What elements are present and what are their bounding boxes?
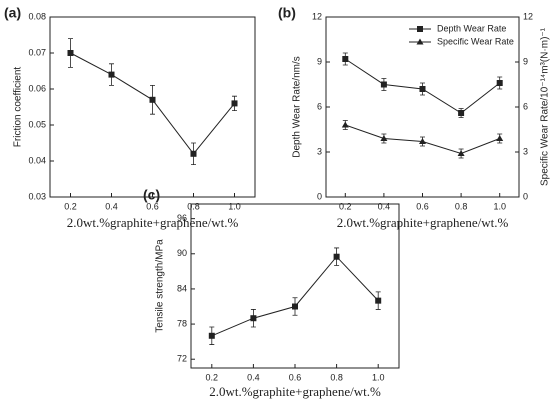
marker [190,150,197,157]
y2-tick-label: 12 [523,11,533,21]
y-tick-label: 0.05 [28,119,46,129]
x-tick-label: 0.4 [247,372,260,382]
legend-label: Depth Wear Rate [437,23,506,33]
x-tick-label: 0.4 [105,201,118,211]
marker [250,315,257,322]
x-tick-label: 1.0 [493,201,506,211]
panel-label: (b) [278,5,296,21]
y-tick-label: 12 [312,11,322,21]
y-tick-label: 0.07 [28,47,46,57]
x-tick-label: 1.0 [372,372,385,382]
legend-marker [416,38,424,45]
x-axis-label: 2.0wt.%graphite+graphene/wt.% [337,215,509,230]
panel-label: (c) [143,187,160,203]
y-tick-label: 90 [177,248,187,258]
y-tick-label: 6 [317,101,322,111]
marker [333,253,340,260]
y-tick-label: 0.03 [28,191,46,201]
marker [419,138,426,144]
marker [457,150,465,156]
marker [341,121,349,128]
marker [342,56,349,62]
y-tick-label: 3 [317,146,322,156]
marker [231,100,238,107]
y-tick-label: 0 [317,191,322,201]
marker [292,303,298,310]
y-axis-label: Depth Wear Rate/nm/s [292,56,303,158]
marker [458,110,465,116]
marker [149,96,156,103]
marker [419,86,426,92]
marker [380,81,387,88]
y-tick-label: 78 [177,318,187,328]
y-tick-label: 0.08 [28,11,46,21]
y-tick-label: 0.04 [28,155,46,165]
marker [108,71,115,78]
marker [496,80,503,86]
x-tick-label: 0.2 [64,201,77,211]
marker [208,332,215,339]
x-axis-label: 2.0wt.%graphite+graphene/wt.% [67,215,239,230]
y2-tick-label: 6 [523,101,528,111]
marker [380,135,388,141]
marker [496,135,504,141]
y-tick-label: 84 [177,283,187,293]
x-tick-label: 0.6 [289,372,302,382]
x-tick-label: 0.2 [206,372,219,382]
y-tick-label: 96 [177,213,187,223]
y-tick-label: 72 [177,354,187,364]
y2-tick-label: 3 [523,146,528,156]
x-tick-label: 0.6 [416,201,429,211]
y-axis-label: Friction coefficient [13,67,24,148]
y2-axis-label: Specific Wear Rate/10⁻¹⁴m³(N·m)⁻¹ [540,27,550,186]
y-tick-label: 9 [317,56,322,66]
marker [375,297,382,304]
panel-label: (a) [4,5,21,21]
y-axis-label: Tensile strength/MPa [155,239,166,333]
x-tick-label: 1.0 [228,201,241,211]
x-axis-label: 2.0wt.%graphite+graphene/wt.% [209,384,381,399]
legend-marker [417,26,423,32]
x-tick-label: 0.4 [378,201,391,211]
y2-tick-label: 9 [523,56,528,66]
marker [67,50,74,56]
x-tick-label: 0.8 [330,372,343,382]
y2-tick-label: 0 [523,191,528,201]
x-tick-label: 0.2 [339,201,352,211]
x-tick-label: 0.6 [146,201,159,211]
y-tick-label: 0.06 [28,83,46,93]
x-tick-label: 0.8 [455,201,468,211]
x-tick-label: 0.8 [187,201,200,211]
series-line [211,255,379,337]
legend-label: Specific Wear Rate [437,36,514,46]
